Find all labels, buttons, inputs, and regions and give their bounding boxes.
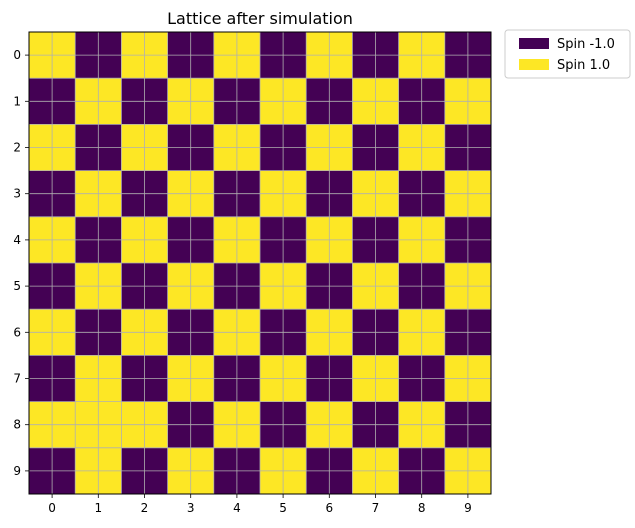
y-tick-label: 4: [13, 233, 21, 247]
x-tick-label: 2: [141, 501, 149, 515]
legend-swatch: [519, 38, 549, 49]
y-tick-label: 6: [13, 325, 21, 339]
y-tick-label: 8: [13, 418, 21, 432]
x-tick-label: 3: [187, 501, 195, 515]
x-tick-label: 5: [279, 501, 287, 515]
x-tick-label: 7: [372, 501, 380, 515]
x-tick-label: 9: [464, 501, 472, 515]
y-tick-label: 3: [13, 187, 21, 201]
y-tick-label: 5: [13, 279, 21, 293]
y-tick-label: 2: [13, 141, 21, 155]
y-tick-label: 9: [13, 464, 21, 478]
y-tick-label: 7: [13, 372, 21, 386]
y-tick-label: 1: [13, 94, 21, 108]
x-axis-ticks: 0 1 2 3 4 5 6 7 8 9: [48, 494, 472, 515]
x-tick-label: 6: [325, 501, 333, 515]
plot-frame: [28, 31, 492, 495]
x-tick-label: 0: [48, 501, 56, 515]
x-tick-label: 4: [233, 501, 241, 515]
legend-label: Spin -1.0: [557, 37, 615, 52]
chart-title: Lattice after simulation: [167, 9, 353, 28]
legend: Spin -1.0 Spin 1.0: [504, 29, 631, 79]
legend-label: Spin 1.0: [557, 58, 610, 73]
grid-lines: [29, 32, 491, 494]
x-tick-label: 1: [94, 501, 102, 515]
x-tick-label: 8: [418, 501, 426, 515]
y-tick-label: 0: [13, 48, 21, 62]
legend-swatch: [519, 59, 549, 70]
y-axis-ticks: 0 1 2 3 4 5 6 7 8 9: [13, 48, 29, 478]
